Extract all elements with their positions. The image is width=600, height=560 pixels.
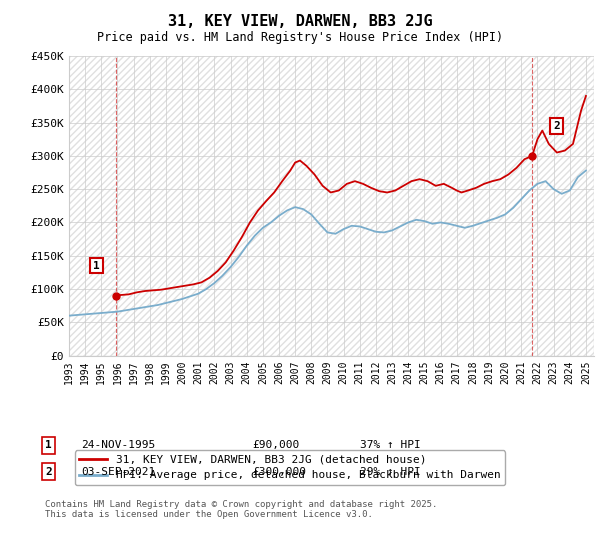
Text: £300,000: £300,000 [252,466,306,477]
Text: 1: 1 [45,440,52,450]
Text: Contains HM Land Registry data © Crown copyright and database right 2025.
This d: Contains HM Land Registry data © Crown c… [45,500,437,519]
Text: 31, KEY VIEW, DARWEN, BB3 2JG: 31, KEY VIEW, DARWEN, BB3 2JG [167,14,433,29]
Text: 2: 2 [45,466,52,477]
Text: £90,000: £90,000 [252,440,299,450]
Text: Price paid vs. HM Land Registry's House Price Index (HPI): Price paid vs. HM Land Registry's House … [97,31,503,44]
Text: 2: 2 [553,121,560,131]
Text: 29% ↑ HPI: 29% ↑ HPI [360,466,421,477]
Text: 37% ↑ HPI: 37% ↑ HPI [360,440,421,450]
Text: 24-NOV-1995: 24-NOV-1995 [81,440,155,450]
Text: 1: 1 [93,261,100,270]
Legend: 31, KEY VIEW, DARWEN, BB3 2JG (detached house), HPI: Average price, detached hou: 31, KEY VIEW, DARWEN, BB3 2JG (detached … [74,450,505,485]
Text: 03-SEP-2021: 03-SEP-2021 [81,466,155,477]
